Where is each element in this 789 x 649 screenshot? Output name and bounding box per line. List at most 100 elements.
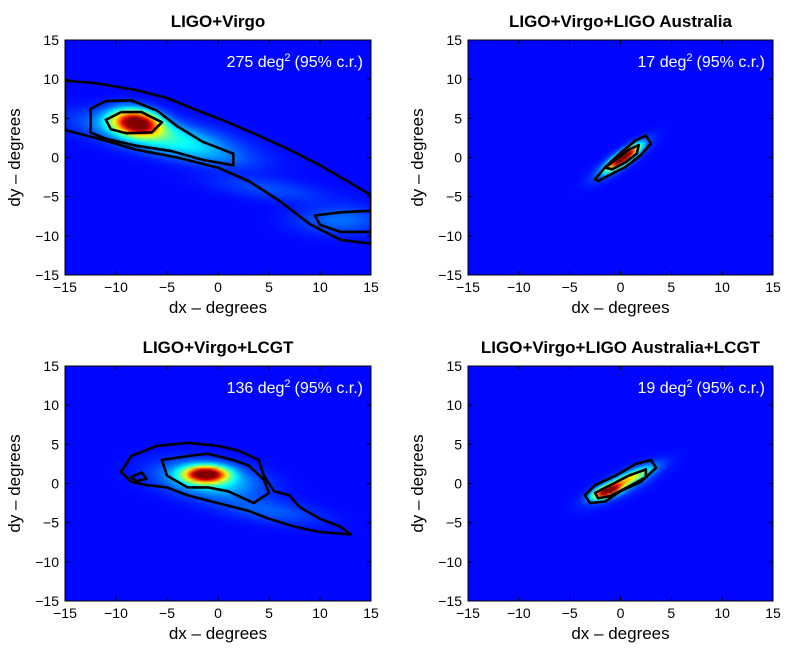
x-tick-label: 0 xyxy=(617,605,625,621)
x-tick-label: 15 xyxy=(363,605,379,621)
panel-3: −15 −10 −5 0 5 10 15 15 10 5 0 −5 −10 −15 LIGO+Virgo+L… xyxy=(5,338,379,643)
y-tick-label: 5 xyxy=(51,436,59,452)
area-value: 19 deg xyxy=(637,380,686,397)
y-axis-label: dy – degrees xyxy=(408,434,427,532)
y-tick-label: 15 xyxy=(446,32,462,48)
x-tick-label: 5 xyxy=(667,605,675,621)
x-tick-label: −15 xyxy=(456,605,480,621)
area-value: 275 deg xyxy=(227,54,285,71)
credible-region-annotation: 17 deg2 (95% c.r.) xyxy=(637,52,765,71)
x-tick-label: −10 xyxy=(104,279,128,295)
contour-group xyxy=(593,134,653,183)
x-tick-label: 15 xyxy=(765,279,781,295)
panel-4: −15 −10 −5 0 5 10 15 15 10 5 0 −5 −10 −15 LIGO+Virgo+L… xyxy=(408,338,781,643)
area-suffix: (95% c.r.) xyxy=(295,54,363,71)
y-tick-label: −5 xyxy=(446,515,462,531)
x-tick-label: 10 xyxy=(312,279,328,295)
area-exponent: 2 xyxy=(284,378,290,390)
x-tick-label: 5 xyxy=(265,279,273,295)
y-tick-label: 5 xyxy=(454,436,462,452)
y-tick-label: −15 xyxy=(438,593,462,609)
chart-title: LIGO+Virgo+LCGT xyxy=(143,338,294,357)
contour-line xyxy=(593,468,648,500)
x-axis-label: dx – degrees xyxy=(169,624,267,643)
x-tick-label: 15 xyxy=(363,279,379,295)
area-suffix: (95% c.r.) xyxy=(697,380,765,397)
contour-group xyxy=(583,458,658,505)
heatmap-image xyxy=(65,366,371,601)
y-tick-label: 10 xyxy=(43,71,59,87)
x-tick-label: −5 xyxy=(159,605,175,621)
contour-line xyxy=(89,99,235,167)
x-tick-label: 10 xyxy=(714,605,730,621)
x-tick-label: 0 xyxy=(617,279,625,295)
y-tick-label: −10 xyxy=(35,228,59,244)
x-axis-label: dx – degrees xyxy=(169,298,267,317)
contour-line xyxy=(130,471,148,483)
x-tick-label: −5 xyxy=(159,279,175,295)
y-tick-label: 10 xyxy=(446,71,462,87)
credible-region-annotation: 19 deg2 (95% c.r.) xyxy=(637,378,765,397)
x-tick-label: −5 xyxy=(562,605,578,621)
panel-1: −15 −10 −5 0 5 10 15 15 10 5 0 −5 −10 −15 LIGO+Virgo dx… xyxy=(5,12,379,317)
y-tick-label: 15 xyxy=(446,358,462,374)
y-tick-label: −15 xyxy=(35,267,59,283)
y-tick-label: 15 xyxy=(43,32,59,48)
contour-line xyxy=(583,458,658,505)
x-tick-label: 5 xyxy=(667,279,675,295)
contour-line xyxy=(65,79,371,245)
x-tick-label: 0 xyxy=(214,279,222,295)
area-suffix: (95% c.r.) xyxy=(697,54,765,71)
x-tick-label: 5 xyxy=(265,605,273,621)
x-axis-label: dx – degrees xyxy=(571,624,669,643)
area-exponent: 2 xyxy=(686,378,692,390)
x-tick-label: −15 xyxy=(53,605,77,621)
y-axis-label: dy – degrees xyxy=(5,108,24,206)
x-tick-label: −15 xyxy=(53,279,77,295)
contour-group xyxy=(65,79,371,245)
x-tick-label: 0 xyxy=(214,605,222,621)
x-tick-label: −15 xyxy=(456,279,480,295)
heatmap-image xyxy=(65,40,371,275)
area-exponent: 2 xyxy=(284,52,290,64)
x-tick-label: −10 xyxy=(507,605,531,621)
y-tick-label: −10 xyxy=(438,228,462,244)
y-tick-label: −5 xyxy=(446,189,462,205)
x-tick-label: 15 xyxy=(765,605,781,621)
chart-title: LIGO+Virgo xyxy=(171,12,266,31)
y-tick-label: 0 xyxy=(51,476,59,492)
y-tick-label: −10 xyxy=(438,554,462,570)
chart-title: LIGO+Virgo+LIGO Australia xyxy=(509,12,732,31)
contour-line xyxy=(603,143,641,171)
y-tick-label: 0 xyxy=(51,150,59,166)
y-axis-label: dy – degrees xyxy=(5,434,24,532)
y-tick-label: 15 xyxy=(43,358,59,374)
contour-line xyxy=(104,110,164,135)
y-tick-label: −5 xyxy=(43,515,59,531)
heatmap-image xyxy=(468,366,773,601)
y-tick-label: −5 xyxy=(43,189,59,205)
contour-line xyxy=(593,134,653,183)
x-tick-label: 10 xyxy=(312,605,328,621)
credible-region-annotation: 136 deg2 (95% c.r.) xyxy=(227,378,363,397)
contour-line xyxy=(160,452,271,505)
contour-line xyxy=(313,209,371,234)
area-suffix: (95% c.r.) xyxy=(295,380,363,397)
y-tick-label: −15 xyxy=(438,267,462,283)
y-tick-label: −15 xyxy=(35,593,59,609)
area-exponent: 2 xyxy=(686,52,692,64)
y-tick-label: −10 xyxy=(35,554,59,570)
x-tick-label: 10 xyxy=(714,279,730,295)
area-value: 136 deg xyxy=(227,380,285,397)
x-axis-label: dx – degrees xyxy=(571,298,669,317)
contour-group xyxy=(119,441,352,536)
contour-line xyxy=(119,441,352,536)
x-tick-label: −5 xyxy=(562,279,578,295)
y-tick-label: 10 xyxy=(43,397,59,413)
y-tick-label: 10 xyxy=(446,397,462,413)
y-axis-label: dy – degrees xyxy=(408,108,427,206)
panel-2: −15 −10 −5 0 5 10 15 15 10 5 0 −5 −10 −15 LIGO+Virgo+L… xyxy=(408,12,781,317)
area-value: 17 deg xyxy=(637,54,686,71)
x-tick-label: −10 xyxy=(507,279,531,295)
